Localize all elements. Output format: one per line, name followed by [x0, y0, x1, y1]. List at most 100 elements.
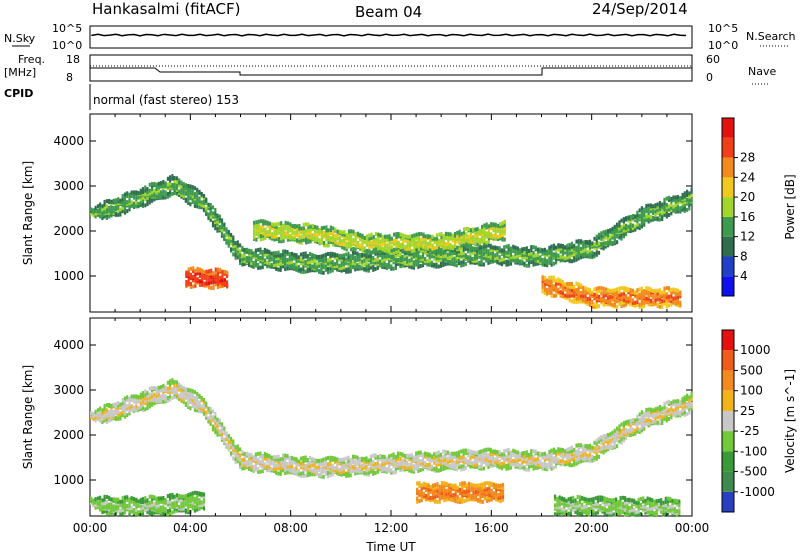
data-cell [144, 185, 146, 189]
data-cell [255, 238, 257, 242]
data-cell [264, 452, 266, 456]
data-cell [478, 454, 480, 458]
data-cell [479, 229, 481, 233]
data-cell [449, 243, 451, 247]
data-cell [275, 251, 277, 255]
data-cell [609, 235, 611, 239]
data-cell [232, 252, 234, 256]
data-cell [377, 455, 379, 459]
data-cell [267, 230, 269, 234]
data-cell [298, 459, 300, 463]
data-cell [523, 251, 525, 255]
data-cell [334, 228, 336, 232]
data-cell [449, 464, 451, 468]
data-cell [460, 455, 462, 459]
data-cell [530, 449, 532, 453]
data-cell [472, 450, 474, 454]
data-cell [345, 258, 347, 262]
data-cell [501, 221, 503, 225]
data-cell [411, 265, 413, 269]
data-cell [355, 232, 357, 236]
nsky-panel [90, 26, 692, 48]
data-cell [523, 455, 525, 459]
data-cell [460, 449, 462, 453]
data-cell [530, 459, 532, 463]
data-cell [390, 468, 392, 472]
data-cell [431, 465, 433, 469]
data-cell [287, 226, 289, 230]
y-tick-label: 2000 [53, 224, 84, 238]
data-cell [197, 267, 199, 271]
data-cell [210, 407, 212, 411]
data-cell [573, 244, 575, 248]
data-cell [627, 297, 629, 301]
data-cell [386, 235, 388, 239]
data-cell [600, 286, 602, 290]
data-cell [300, 268, 302, 272]
data-cell [406, 460, 408, 464]
data-cell [501, 248, 503, 252]
data-cell [196, 403, 198, 407]
data-cell [171, 396, 173, 400]
data-cell [546, 279, 548, 283]
data-cell [679, 301, 681, 305]
data-cell [420, 459, 422, 463]
data-cell [330, 226, 332, 230]
data-cell [591, 251, 593, 255]
data-cell [426, 463, 428, 467]
data-cell [605, 287, 607, 291]
data-cell [356, 263, 358, 267]
data-cell [593, 252, 595, 256]
data-cell [566, 282, 568, 286]
data-cell [298, 255, 300, 259]
data-cell [124, 193, 126, 197]
data-cell [320, 263, 322, 267]
data-cell [95, 206, 97, 210]
data-cell [553, 448, 555, 452]
data-cell [429, 248, 431, 252]
data-cell [672, 205, 674, 209]
data-cell [452, 245, 454, 249]
data-cell [569, 282, 571, 286]
data-cell [280, 457, 282, 461]
data-cell [266, 249, 268, 253]
data-cell [219, 419, 221, 423]
data-cell [442, 455, 444, 459]
data-cell [92, 208, 94, 212]
data-cell [137, 406, 139, 410]
data-cell [386, 457, 388, 461]
data-cell [404, 262, 406, 266]
data-cell [207, 212, 209, 216]
data-cell [402, 255, 404, 259]
data-cell [445, 242, 447, 246]
data-cell [478, 261, 480, 265]
data-cell [488, 224, 490, 228]
data-cell [557, 447, 559, 451]
data-cell [600, 297, 602, 301]
data-cell [408, 463, 410, 467]
data-cell [523, 451, 525, 455]
data-cell [420, 255, 422, 259]
data-cell [106, 403, 108, 407]
data-cell [505, 455, 507, 459]
data-cell [165, 385, 167, 389]
data-cell [593, 237, 595, 241]
data-cell [346, 233, 348, 237]
data-cell [657, 202, 659, 206]
colorbar-tick-label: 4 [740, 269, 748, 283]
data-cell [627, 287, 629, 291]
data-cell [165, 190, 167, 194]
data-cell [486, 241, 488, 245]
data-cell [187, 184, 189, 188]
data-cell [316, 459, 318, 463]
data-cell [368, 459, 370, 463]
data-cell [600, 242, 602, 246]
data-cell [575, 450, 577, 454]
data-cell [201, 396, 203, 400]
data-cell [350, 229, 352, 233]
data-cell [370, 240, 372, 244]
data-cell [463, 449, 465, 453]
data-cell [686, 198, 688, 202]
data-cell [691, 198, 693, 202]
data-cell [422, 244, 424, 248]
